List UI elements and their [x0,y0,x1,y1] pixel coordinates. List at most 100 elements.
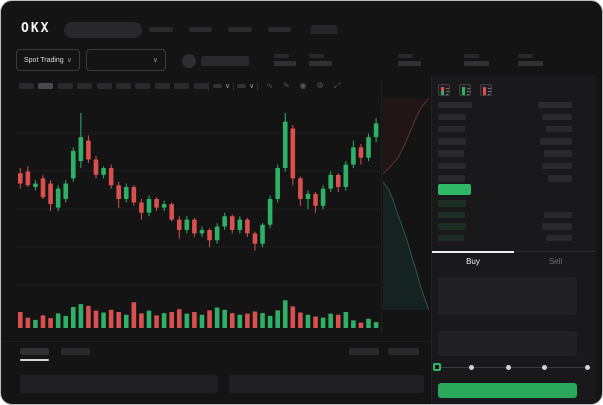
timeframe-button[interactable] [154,83,170,89]
chart-settings-icon[interactable]: ⚙ [316,81,324,90]
ask-row[interactable] [432,175,597,182]
amount-slider-track[interactable] [439,367,589,368]
okx-logo[interactable]: OKX [21,21,51,36]
stat-item [309,54,339,68]
orderbook-layout-asks-icon[interactable] [480,84,492,96]
ask-row[interactable] [432,150,597,157]
stat-value-placeholder [464,61,489,66]
ask-row[interactable] [432,125,597,133]
ask-row[interactable] [432,113,597,121]
buy-tab-label: Buy [466,257,480,266]
amount-input[interactable] [438,331,577,356]
orders-tab-underline [20,359,49,361]
last-price-badge [438,184,471,195]
orderbook-price-header [438,102,472,108]
stat-item [518,54,548,68]
bid-row[interactable] [432,200,597,207]
chevron-down-icon: ∨ [152,56,158,64]
slider-dot[interactable] [542,365,547,370]
orderbook-panel: Buy Sell [431,75,597,404]
ask-amount-placeholder [546,125,572,133]
bid-amount-placeholder [546,234,572,241]
timeframe-button[interactable] [77,83,93,89]
stat-item [398,54,428,68]
ask-amount-placeholder [544,150,572,157]
ask-amount-placeholder [542,113,572,120]
draw-icon[interactable]: ✎ [282,81,290,90]
timeframe-button[interactable] [135,83,151,89]
ask-amount-placeholder [548,175,572,182]
stat-label-placeholder [518,54,533,58]
slider-dot[interactable] [506,365,511,370]
pair-avatar [182,54,196,68]
buy-tab[interactable]: Buy [432,251,514,270]
stat-item [274,54,304,68]
orders-panel-right [229,375,424,393]
chart-toolbar-icons: ∨ ∨ ∿ ✎ ◉ ⚙ ⤢ [213,80,340,92]
timeframe-button[interactable] [115,83,131,89]
orderbook-amount-header [538,102,572,108]
sell-tab[interactable]: Sell [514,251,597,270]
chevron-down-icon[interactable]: ∨ [249,82,255,90]
price-input[interactable] [438,277,577,315]
nav-item[interactable] [228,26,252,32]
buy-button[interactable] [438,383,577,398]
orders-tab-active[interactable] [20,348,49,355]
slider-dot[interactable] [469,365,474,370]
ask-price-placeholder [438,162,466,170]
bottom-action-placeholder[interactable] [349,348,379,355]
pair-dropdown[interactable]: ∨ [86,49,166,71]
chevron-down-icon[interactable]: ∨ [225,82,231,90]
toolbar-divider [233,81,235,91]
market-type-dropdown[interactable]: Spot Trading ∨ [16,49,80,71]
stat-value-placeholder [309,61,332,66]
nav-item[interactable] [311,24,337,34]
bid-row[interactable] [432,211,597,219]
snapshot-icon[interactable]: ◉ [299,81,307,90]
bid-price-placeholder [438,200,466,207]
bid-price-placeholder [438,211,465,218]
ask-row[interactable] [432,138,597,145]
sell-tab-label: Sell [548,256,563,266]
stat-label-placeholder [309,54,324,58]
bid-row[interactable] [432,223,597,230]
stat-value-placeholder [518,61,543,66]
nav-item[interactable] [189,26,212,32]
bid-price-placeholder [438,223,466,230]
ask-price-placeholder [438,113,466,120]
toolbar-divider [257,81,259,91]
timeframe-row [19,83,209,89]
timeframe-button[interactable] [38,83,54,89]
ask-row[interactable] [432,162,597,170]
bid-price-placeholder [438,234,464,241]
slider-handle[interactable] [433,363,441,371]
header-nav [149,23,337,35]
timeframe-button[interactable] [96,83,112,89]
orderbook-layout-combined-icon[interactable] [438,84,450,96]
search-input[interactable] [64,22,142,38]
line-tool-icon[interactable]: ∿ [266,81,273,90]
pair-name-placeholder [201,56,249,66]
chart-style-dropdown[interactable] [237,84,247,88]
timeframe-button[interactable] [57,83,73,89]
history-tab[interactable] [61,348,90,355]
slider-dot[interactable] [585,365,590,370]
bid-row[interactable] [432,234,597,242]
fullscreen-icon[interactable]: ⤢ [333,81,341,90]
bid-amount-placeholder [542,223,572,230]
ask-price-placeholder [438,175,465,182]
interval-dropdown[interactable] [213,84,222,88]
ask-amount-placeholder [540,138,572,145]
volume-chart [18,300,379,328]
bottom-action-placeholder[interactable] [388,348,419,355]
timeframe-button[interactable] [193,83,209,89]
depth-chart [383,98,429,310]
nav-item[interactable] [268,26,291,32]
timeframe-button[interactable] [19,83,34,89]
toolbar-divider [208,82,209,91]
ask-price-placeholder [438,150,464,157]
timeframe-button[interactable] [174,83,190,89]
nav-item[interactable] [149,26,173,32]
orderbook-layout-bids-icon[interactable] [459,84,471,96]
